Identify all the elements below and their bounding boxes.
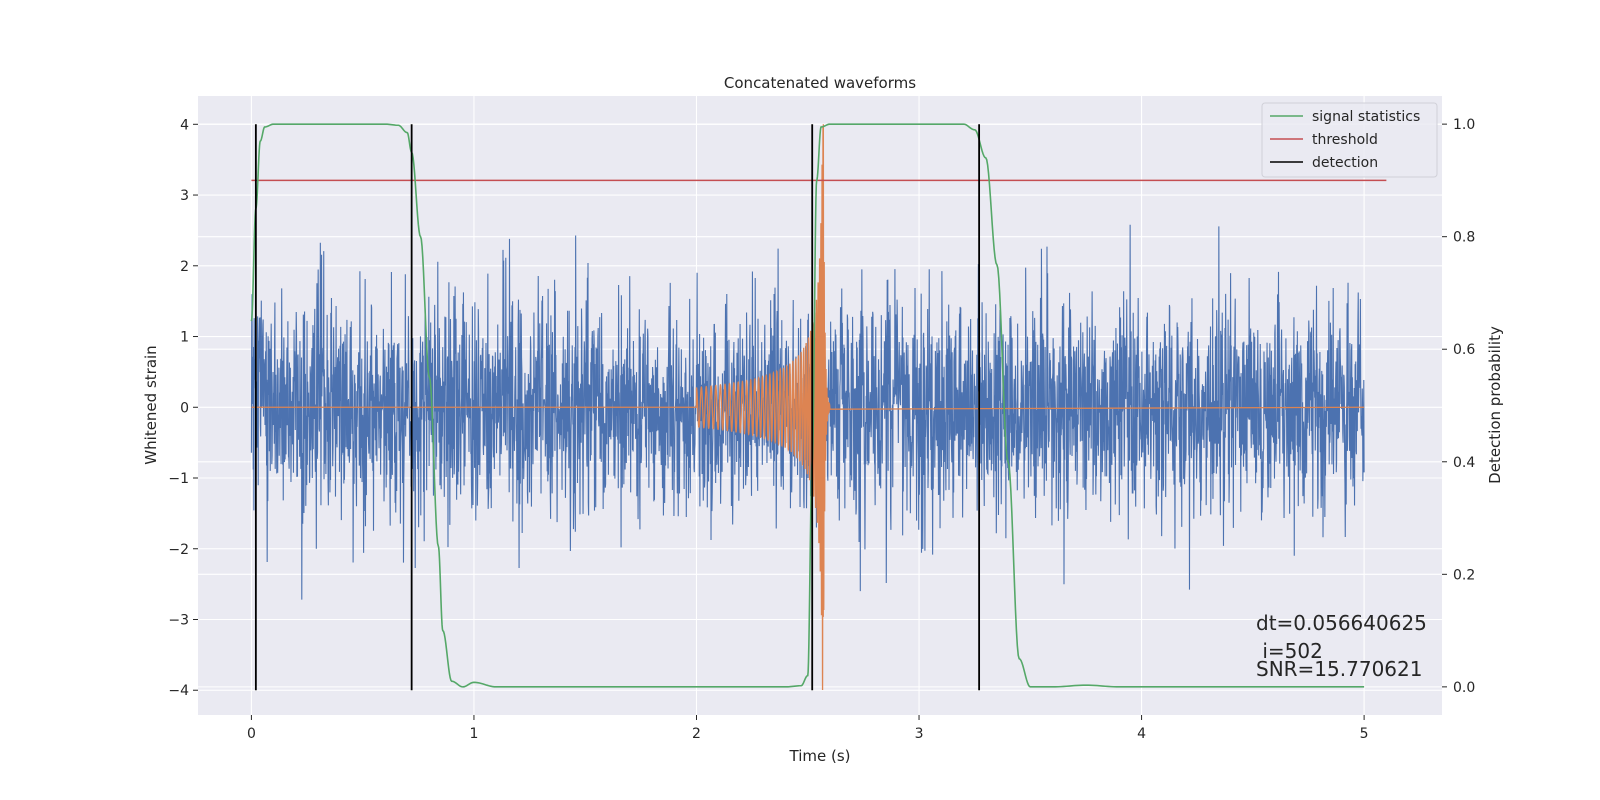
y-axis-label: Whitened strain [142,345,160,464]
legend-signal-label: signal statistics [1312,109,1420,125]
y-tick-label-1: −3 [168,612,189,628]
chirp-waveform-line [251,124,1365,691]
signal-statistics-path [250,123,1365,688]
y-tick-label-8: 4 [180,117,189,133]
x-tick-label-3: 3 [915,726,924,742]
annotation-dt: dt=0.056640625 [1256,611,1427,635]
legend-box [1261,102,1438,178]
detection-lines [254,124,981,691]
y-right-tick-label-5: 1.0 [1453,117,1475,133]
tick-labels: 0 1 2 3 4 5 −4 −3 −2 −1 0 1 2 3 4 0.0 0.2 0.4 0.6 0.8 1.0 [168,117,1475,742]
y-right-tick-label-3: 0.6 [1453,342,1475,358]
x-tick-label-1: 1 [469,726,478,742]
y-right-tick-label-1: 0.2 [1453,567,1475,583]
strain-noise-line [250,224,1365,600]
y-tick-label-5: 1 [180,330,189,346]
x-tick-label-4: 4 [1137,726,1146,742]
y-right-tick-label-2: 0.4 [1453,455,1475,471]
y-tick-label-0: −4 [168,683,189,699]
x-axis-label: Time (s) [789,747,851,765]
y-right-tick-label-4: 0.8 [1453,230,1475,246]
chirp-path [251,124,1365,691]
y-tick-label-4: 0 [180,400,189,416]
y-axis-right-label: Detection probability [1486,326,1504,484]
legend-threshold-label: threshold [1312,132,1378,148]
annotations: dt=0.056640625 i=502 SNR=15.770621 [1256,611,1427,681]
legend: signal statistics threshold detection [1261,102,1438,178]
strain-noise-path [250,224,1365,600]
y-tick-label-7: 3 [180,188,189,204]
legend-detection-label: detection [1312,155,1378,171]
annotation-snr: SNR=15.770621 [1256,657,1422,681]
x-tick-label-2: 2 [692,726,701,742]
chart-title: Concatenated waveforms [724,74,916,92]
y-tick-label-3: −1 [168,471,189,487]
x-tick-label-0: 0 [247,726,256,742]
x-tick-label-5: 5 [1360,726,1369,742]
y-tick-label-6: 2 [180,259,189,275]
y-tick-label-2: −2 [168,542,189,558]
y-right-tick-label-0: 0.0 [1453,680,1475,696]
signal-statistics-line [250,123,1365,688]
annotation-i: i=502 [1256,639,1323,663]
